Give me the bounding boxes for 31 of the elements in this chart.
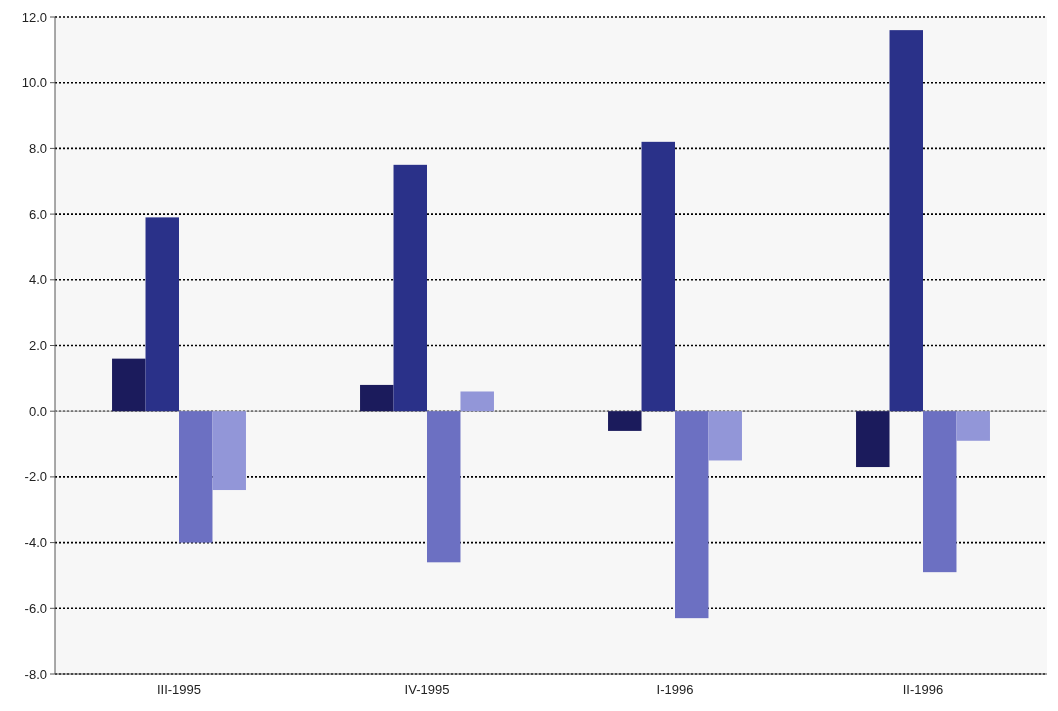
bar [608, 411, 642, 431]
y-tick-label: -4.0 [24, 535, 47, 551]
x-tick-label: IV-1995 [404, 682, 450, 697]
bar [675, 411, 709, 619]
x-tick-label: II-1996 [902, 682, 944, 697]
bar [956, 411, 990, 441]
y-tick-label: -6.0 [24, 600, 47, 616]
x-tick-label: I-1996 [656, 682, 694, 697]
y-tick-label: 6.0 [28, 206, 47, 222]
y-tick-label: 0.0 [28, 403, 47, 419]
bar [641, 141, 675, 412]
bar [856, 411, 890, 468]
bar [145, 217, 179, 412]
bar [889, 30, 923, 412]
bar [112, 358, 146, 412]
y-tick-label: 8.0 [28, 140, 47, 156]
bar [212, 411, 246, 491]
y-tick-label: -2.0 [24, 469, 47, 485]
bar [923, 411, 957, 573]
bar [393, 164, 427, 412]
y-tick-label: 10.0 [21, 75, 47, 91]
bar [360, 384, 394, 412]
bar [179, 411, 213, 543]
bar [708, 411, 742, 461]
bar [427, 411, 461, 563]
y-tick-label: 12.0 [21, 9, 47, 25]
bar [460, 391, 494, 412]
y-tick-label: 2.0 [28, 338, 47, 354]
y-tick-label: 4.0 [28, 272, 47, 288]
y-tick-label: -8.0 [24, 666, 47, 682]
x-tick-label: III-1995 [156, 682, 202, 697]
